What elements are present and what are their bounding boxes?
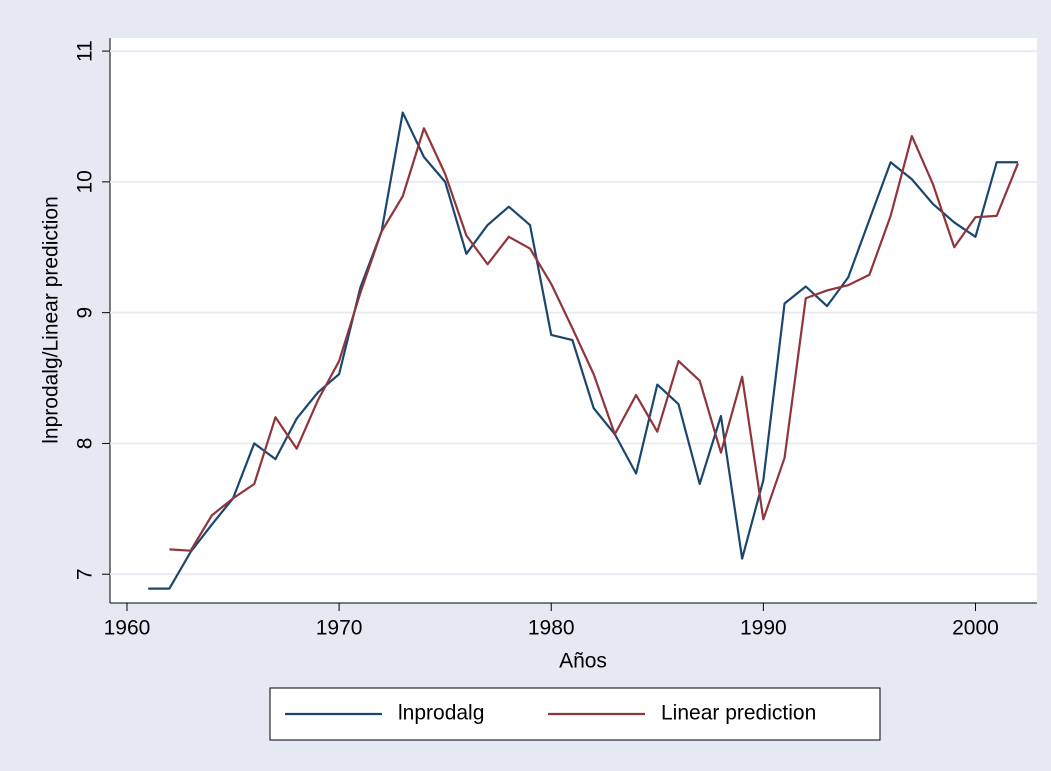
plot-area — [110, 38, 1037, 603]
series-line — [148, 111, 1018, 590]
y-tick-label: 10 — [74, 170, 97, 193]
legend-label: lnprodalg — [398, 702, 484, 725]
series-line — [169, 127, 1019, 552]
y-tick-label: 8 — [74, 438, 97, 450]
x-tick-label: 2000 — [952, 617, 999, 640]
x-tick-label: 1960 — [104, 617, 151, 640]
y-axis-label: lnprodalg/Linear prediction — [40, 196, 63, 444]
x-axis-label: Años — [559, 650, 607, 673]
x-tick-label: 1970 — [316, 617, 363, 640]
legend-label: Linear prediction — [661, 702, 816, 725]
y-tick-label: 9 — [74, 307, 97, 319]
x-tick-label: 1990 — [740, 617, 787, 640]
x-tick-label: 1980 — [528, 617, 575, 640]
y-tick-label: 7 — [74, 568, 97, 580]
y-tick-label: 11 — [74, 40, 97, 62]
